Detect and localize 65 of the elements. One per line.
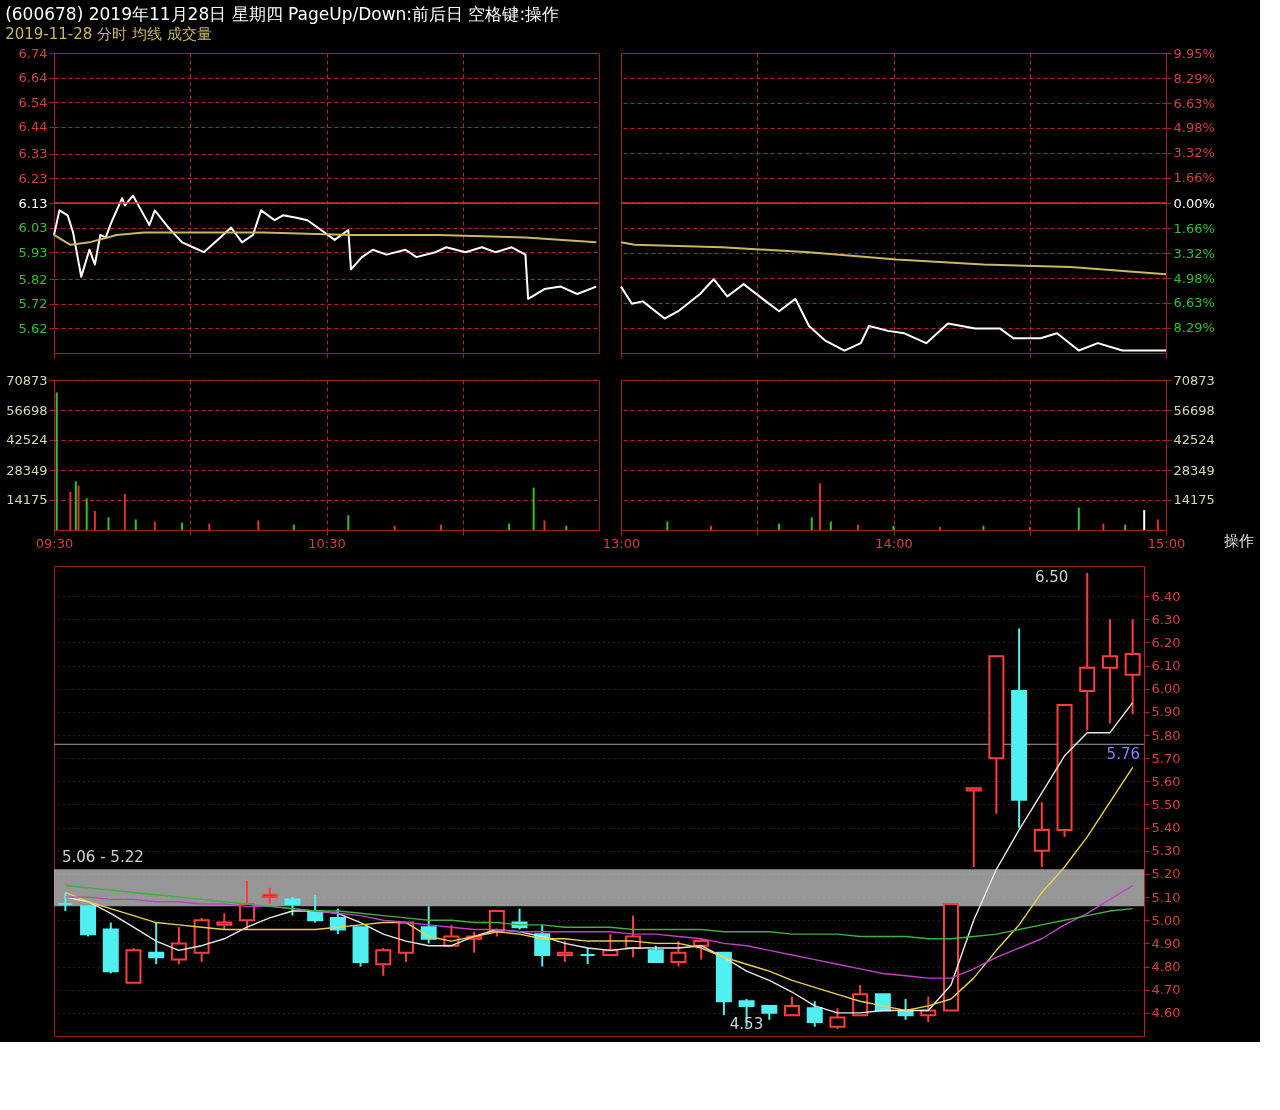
y-tick-label: 56698: [6, 402, 48, 418]
y-tick-label: 28349: [1173, 462, 1215, 478]
y2-tick-label: 8.29%: [1173, 320, 1215, 336]
y-tick-label: 6.10: [1151, 658, 1181, 674]
y-tick-label: 6.13: [18, 195, 48, 211]
y-tick-label: 5.62: [18, 320, 48, 336]
y-tick-label: 14175: [6, 492, 48, 508]
y2-tick-label: 1.66%: [1173, 170, 1215, 186]
y-tick-label: 5.82: [18, 271, 48, 287]
y-tick-label: 5.93: [18, 244, 48, 260]
y2-tick-label: 8.29%: [1173, 70, 1215, 86]
y-tick-label: 6.74: [18, 45, 48, 61]
band-label: 5.06 - 5.22: [62, 848, 144, 867]
x-tick-label: 09:30: [35, 535, 74, 551]
y-tick-label: 6.54: [18, 94, 48, 110]
y-tick-label: 42524: [1173, 432, 1215, 448]
y-tick-label: 5.00: [1151, 912, 1181, 928]
x-tick-label: 10:30: [308, 535, 346, 551]
y-tick-label: 6.33: [18, 146, 48, 162]
y-tick-label: 70873: [1173, 372, 1215, 388]
annotation: 6.50: [1035, 568, 1069, 586]
y-tick-label: 6.23: [18, 170, 48, 186]
y-tick-label: 5.80: [1151, 727, 1181, 743]
y-tick-label: 5.60: [1151, 773, 1181, 789]
y-tick-label: 5.90: [1151, 704, 1181, 720]
y2-tick-label: 4.98%: [1173, 270, 1215, 286]
y2-tick-label: 3.32%: [1173, 145, 1215, 161]
y-tick-label: 5.30: [1151, 843, 1181, 859]
y2-tick-label: 3.32%: [1173, 245, 1215, 261]
y-tick-label: 6.30: [1151, 611, 1181, 627]
chart-title: (600678) 2019年11月28日 星期四 PageUp/Down:前后日 空格键:操作: [5, 3, 560, 24]
y-tick-label: 5.50: [1151, 796, 1181, 812]
y-tick-label: 6.40: [1151, 588, 1181, 604]
x-tick-label: 13:00: [602, 535, 641, 551]
y2-tick-label: 4.98%: [1173, 120, 1215, 136]
y2-tick-label: 1.66%: [1173, 220, 1215, 236]
annotation: 4.53: [729, 1015, 764, 1033]
y-tick-label: 6.44: [18, 119, 48, 135]
y-tick-label: 56698: [1173, 402, 1215, 418]
y-tick-label: 14175: [1173, 492, 1215, 508]
y-tick-label: 5.40: [1151, 820, 1181, 836]
y-tick-label: 5.20: [1151, 866, 1181, 882]
x-tick-label: 14:00: [875, 535, 913, 551]
text: 操作: [1224, 532, 1254, 550]
y-tick-label: 70873: [6, 372, 48, 388]
y-tick-label: 4.80: [1151, 959, 1181, 975]
y-tick-label: 5.70: [1151, 750, 1181, 766]
ref-line-label: 5.76: [1106, 745, 1140, 764]
y-tick-label: 6.00: [1151, 681, 1181, 697]
x-tick-label: 15:00: [1147, 535, 1186, 551]
y-tick-label: 4.60: [1151, 1005, 1181, 1021]
chart-subtitle: 2019-11-28 分时 均线 成交量: [5, 24, 212, 43]
y-tick-label: 42524: [6, 432, 48, 448]
y2-tick-label: 6.63%: [1173, 95, 1215, 111]
y-tick-label: 6.64: [18, 70, 48, 86]
y-tick-label: 6.03: [18, 220, 48, 236]
y-tick-label: 5.10: [1151, 889, 1181, 905]
y-tick-label: 4.90: [1151, 935, 1181, 951]
y-tick-label: 6.20: [1151, 634, 1181, 650]
y2-tick-label: 9.95%: [1173, 45, 1215, 61]
y-tick-label: 4.70: [1151, 982, 1181, 998]
y2-tick-label: 0.00%: [1173, 195, 1215, 211]
y-tick-label: 28349: [6, 462, 48, 478]
y-tick-label: 5.72: [18, 296, 48, 312]
y2-tick-label: 6.63%: [1173, 295, 1215, 311]
